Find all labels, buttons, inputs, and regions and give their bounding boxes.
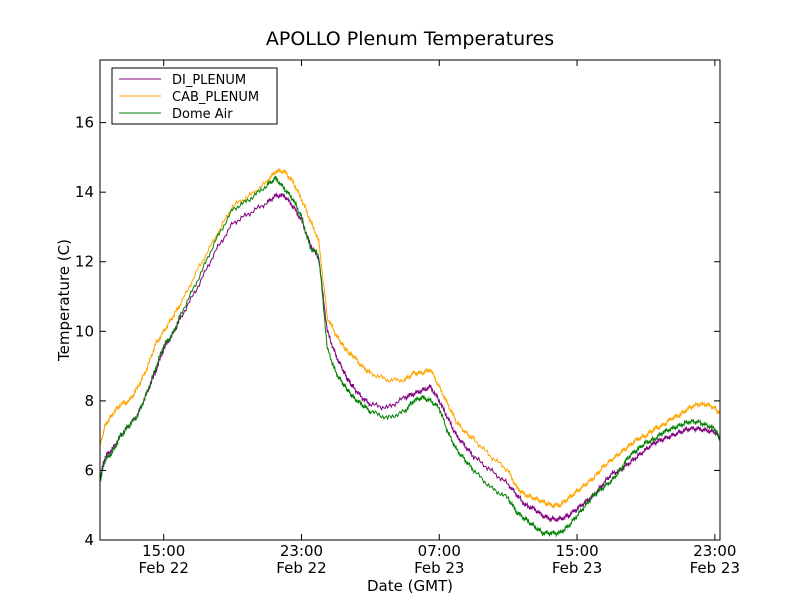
legend: DI_PLENUM CAB_PLENUM Dome Air [111, 67, 278, 125]
y-tick-label: 4 [84, 531, 94, 549]
series-line-di-plenum [99, 192, 721, 523]
legend-label: CAB_PLENUM [172, 90, 259, 105]
x-tick-label-date: Feb 22 [276, 559, 326, 577]
x-tick-label-date: Feb 23 [690, 559, 740, 577]
y-tick-label: 12 [75, 253, 94, 271]
y-tick-label: 6 [84, 461, 94, 479]
y-axis-label: Temperature (C) [55, 239, 73, 362]
y-tick-label: 10 [75, 322, 94, 340]
x-tick-label-time: 07:00 [418, 542, 461, 560]
chart-title: APOLLO Plenum Temperatures [266, 28, 554, 50]
x-axis-label: Date (GMT) [367, 577, 453, 595]
x-tick-label-date: Feb 22 [139, 559, 189, 577]
plot-frame [99, 59, 721, 541]
legend-label: DI_PLENUM [172, 73, 246, 88]
x-tick-label-time: 15:00 [555, 542, 598, 560]
x-tick-label-time: 15:00 [142, 542, 185, 560]
y-tick-label: 16 [75, 114, 94, 132]
y-tick-label: 8 [84, 392, 94, 410]
x-tick-label-date: Feb 23 [414, 559, 464, 577]
x-tick-label-time: 23:00 [280, 542, 323, 560]
legend-label: Dome Air [172, 107, 233, 122]
series-layer [99, 167, 721, 538]
series-line-cab-plenum [99, 167, 721, 510]
x-tick-label-date: Feb 23 [552, 559, 602, 577]
series-line-dome-air [99, 175, 721, 538]
x-tick-label-time: 23:00 [693, 542, 736, 560]
y-tick-label: 14 [75, 183, 94, 201]
